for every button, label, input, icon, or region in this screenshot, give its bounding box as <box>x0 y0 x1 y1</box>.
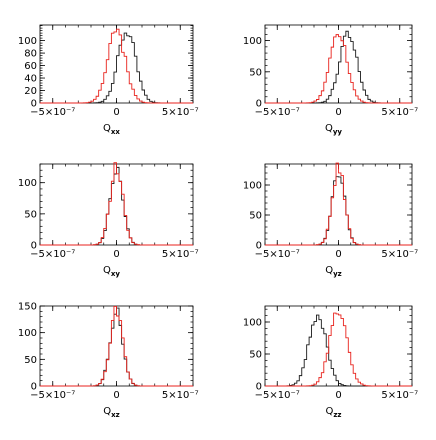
y-tick-label: 0 <box>31 99 37 110</box>
black-series-histogram <box>40 32 193 104</box>
black-series-histogram <box>40 166 193 246</box>
y-tick-label: 50 <box>249 211 262 222</box>
x-tick-label: −5×10⁻⁷ <box>255 249 300 260</box>
y-tick-label: 60 <box>24 61 37 72</box>
x-tick-label: 0 <box>335 390 341 401</box>
red-series-histogram <box>40 305 193 387</box>
y-tick-label: 40 <box>24 74 37 85</box>
y-tick-label: 0 <box>256 241 262 252</box>
x-axis-title: Qxy <box>103 265 120 278</box>
plot-frame <box>39 305 194 387</box>
y-tick-label: 150 <box>18 302 37 313</box>
x-axis-title: Qyz <box>325 265 342 278</box>
y-tick-label: 50 <box>249 67 262 78</box>
red-series-histogram <box>40 162 193 246</box>
y-tick-label: 0 <box>31 241 37 252</box>
x-tick-label: 5×10⁻⁷ <box>162 107 199 118</box>
red-series-histogram <box>265 34 412 104</box>
y-tick-label: 50 <box>249 350 262 361</box>
y-tick-label: 100 <box>18 36 37 47</box>
y-tick-label: 50 <box>24 209 37 220</box>
y-tick-label: 80 <box>24 49 37 60</box>
black-series-histogram <box>265 176 412 246</box>
y-tick-label: 100 <box>18 178 37 189</box>
x-tick-label: −5×10⁻⁷ <box>255 107 300 118</box>
x-axis-title: Qxx <box>103 123 120 136</box>
x-tick-label: −5×10⁻⁷ <box>30 390 75 401</box>
x-axis-title: Qxz <box>103 406 119 419</box>
x-axis-title: Qyy <box>325 123 342 136</box>
y-tick-label: 100 <box>243 318 262 329</box>
x-tick-label: 5×10⁻⁷ <box>381 390 418 401</box>
y-tick-label: 20 <box>24 86 37 97</box>
x-tick-label: −5×10⁻⁷ <box>255 390 300 401</box>
x-tick-label: 5×10⁻⁷ <box>162 390 199 401</box>
x-tick-label: 5×10⁻⁷ <box>381 249 418 260</box>
y-tick-label: 0 <box>256 382 262 393</box>
black-series-histogram <box>265 30 412 104</box>
red-series-histogram <box>40 28 193 104</box>
y-tick-label: 100 <box>243 36 262 47</box>
y-tick-label: 0 <box>256 99 262 110</box>
red-series-histogram <box>265 312 412 387</box>
y-tick-label: 100 <box>18 328 37 339</box>
x-tick-label: 0 <box>113 390 119 401</box>
x-tick-label: 0 <box>335 107 341 118</box>
black-series-histogram <box>40 307 193 387</box>
x-tick-label: −5×10⁻⁷ <box>30 107 75 118</box>
x-tick-label: 0 <box>113 107 119 118</box>
x-tick-label: −5×10⁻⁷ <box>30 249 75 260</box>
x-axis-title: Qzz <box>325 406 341 419</box>
red-series-histogram <box>265 162 412 246</box>
x-tick-label: 0 <box>335 249 341 260</box>
plot-frame <box>264 163 413 246</box>
y-tick-label: 0 <box>31 382 37 393</box>
y-tick-label: 50 <box>24 355 37 366</box>
black-series-histogram <box>265 314 412 387</box>
plot-frame <box>39 163 194 246</box>
y-tick-label: 100 <box>243 181 262 192</box>
plot-frame <box>264 305 413 387</box>
x-tick-label: 0 <box>113 249 119 260</box>
x-tick-label: 5×10⁻⁷ <box>162 249 199 260</box>
x-tick-label: 5×10⁻⁷ <box>381 107 418 118</box>
